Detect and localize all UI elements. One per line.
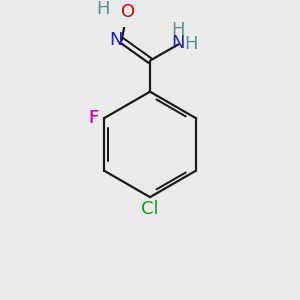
Text: H: H: [97, 0, 110, 18]
Text: F: F: [88, 109, 99, 127]
Text: H: H: [184, 35, 198, 53]
Text: N: N: [109, 31, 122, 49]
Text: Cl: Cl: [141, 200, 159, 218]
Text: H: H: [172, 21, 185, 39]
Text: O: O: [121, 3, 135, 21]
Text: F: F: [88, 109, 99, 127]
Text: N: N: [172, 34, 185, 52]
